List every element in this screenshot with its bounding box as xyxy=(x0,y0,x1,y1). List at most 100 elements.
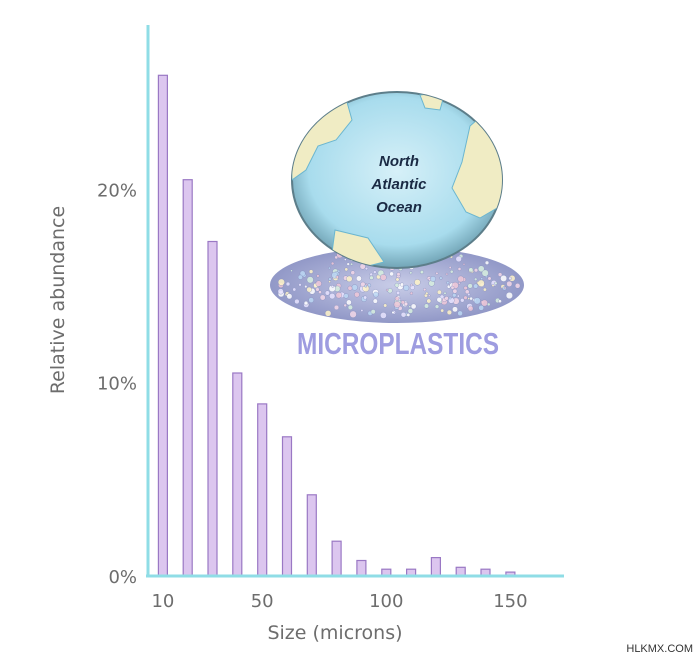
microplastic-particle xyxy=(400,283,404,287)
microplastic-particle xyxy=(485,261,489,265)
microplastic-particle xyxy=(356,276,361,281)
microplastic-particle xyxy=(347,263,350,266)
microplastic-particle xyxy=(390,272,394,276)
microplastic-particle xyxy=(409,306,411,308)
microplastic-particle xyxy=(305,285,308,288)
microplastic-particle xyxy=(403,285,409,291)
microplastic-particle xyxy=(401,312,406,317)
microplastic-particle xyxy=(487,303,490,306)
microplastic-particle xyxy=(345,268,348,271)
microplastic-particle xyxy=(411,304,416,309)
microplastic-particle xyxy=(299,283,302,286)
x-axis-title: Size (microns) xyxy=(267,622,402,644)
microplastic-particle xyxy=(344,294,349,299)
ocean-label-line-2: Atlantic xyxy=(370,176,427,193)
microplastic-particle xyxy=(436,272,439,275)
microplastic-particle xyxy=(351,271,355,275)
microplastic-particle xyxy=(427,299,431,303)
microplastic-particle xyxy=(468,284,473,289)
microplastic-particle xyxy=(488,277,492,281)
microplastic-particle xyxy=(278,289,284,295)
microplastic-particle xyxy=(474,298,481,305)
microplastic-particle xyxy=(371,309,376,314)
bar-70 xyxy=(307,495,316,576)
microplastic-particle xyxy=(500,275,506,281)
microplastic-particle xyxy=(346,276,352,282)
microplastic-particle xyxy=(407,313,410,316)
bar-40 xyxy=(233,373,242,576)
microplastic-particle xyxy=(447,281,450,284)
microplastic-particle xyxy=(370,276,374,280)
microplastic-particle xyxy=(380,274,386,280)
microplastic-particle xyxy=(498,300,501,303)
microplastic-particle xyxy=(332,285,334,287)
microplastic-particle xyxy=(464,286,468,290)
y-tick-label: 0% xyxy=(108,567,137,588)
microplastic-particle xyxy=(506,292,513,299)
microplastic-particle xyxy=(344,304,347,307)
microplastic-particle xyxy=(304,301,308,305)
microplastic-particle xyxy=(428,295,430,297)
microplastic-particle xyxy=(365,267,368,270)
x-tick-label: 100 xyxy=(369,591,403,612)
microplastic-particle xyxy=(447,310,452,315)
microplastic-particle xyxy=(468,297,470,299)
microplastic-particle xyxy=(481,300,487,306)
bar-90 xyxy=(357,561,366,577)
microplastic-particle xyxy=(463,263,465,265)
microplastic-particle xyxy=(482,270,489,277)
microplastic-particle xyxy=(504,287,506,289)
microplastic-particle xyxy=(494,282,497,285)
microplastic-particle xyxy=(396,278,400,282)
inset-title: MICROPLASTICS xyxy=(297,326,499,361)
microplastic-particle xyxy=(420,270,424,274)
microplastic-particle xyxy=(352,285,358,291)
bar-50 xyxy=(258,404,267,576)
microplastic-particle xyxy=(350,311,357,318)
microplastic-particle xyxy=(451,286,454,289)
x-tick-label: 10 xyxy=(151,591,174,612)
microplastic-particle xyxy=(395,283,399,287)
microplastic-particle xyxy=(383,304,387,308)
microplastic-particle xyxy=(348,305,353,310)
microplastic-particle xyxy=(474,268,478,272)
microplastic-particle xyxy=(373,292,378,297)
microplastic-particle xyxy=(348,286,352,290)
microplastic-particle xyxy=(331,262,334,265)
microplastic-particle xyxy=(437,290,441,294)
microplastic-particle xyxy=(298,275,303,280)
microplastic-particle xyxy=(440,277,443,280)
watermark: HLKMX.COM xyxy=(626,643,693,655)
microplastic-particle xyxy=(350,263,352,265)
microplastic-particle xyxy=(325,310,331,316)
bar-120 xyxy=(431,558,440,576)
microplastic-particle xyxy=(325,291,330,296)
microplastic-particle xyxy=(370,273,373,276)
microplastic-particle xyxy=(458,311,463,316)
microplastic-particle xyxy=(278,279,285,286)
microplastic-particle xyxy=(444,292,447,295)
microplastic-particle xyxy=(453,289,457,293)
microplastics-inset: North Atlantic Ocean MICROPLASTICS xyxy=(270,90,524,361)
microplastic-particle xyxy=(316,281,322,287)
bar-80 xyxy=(332,541,341,576)
microplastic-particle xyxy=(309,298,314,303)
microplastic-particle xyxy=(449,266,451,268)
microplastic-particle xyxy=(373,271,376,274)
microplastic-particle xyxy=(346,300,351,305)
microplastic-particle xyxy=(309,270,313,274)
microplastic-particle xyxy=(445,296,449,300)
microplastic-particle xyxy=(395,296,399,300)
bar-30 xyxy=(208,242,217,577)
microplastic-particle xyxy=(386,289,388,291)
microplastic-particle xyxy=(410,292,413,295)
microplastic-particle xyxy=(458,276,464,282)
microplastic-particle xyxy=(291,270,293,272)
microplastic-particle xyxy=(460,298,464,302)
microplastic-particle xyxy=(509,277,512,280)
microplastic-particle xyxy=(329,278,332,281)
microplastic-particle xyxy=(293,288,296,291)
microplastic-particle xyxy=(354,292,359,297)
microplastic-particle xyxy=(441,309,444,312)
microplastic-particle xyxy=(364,285,367,288)
